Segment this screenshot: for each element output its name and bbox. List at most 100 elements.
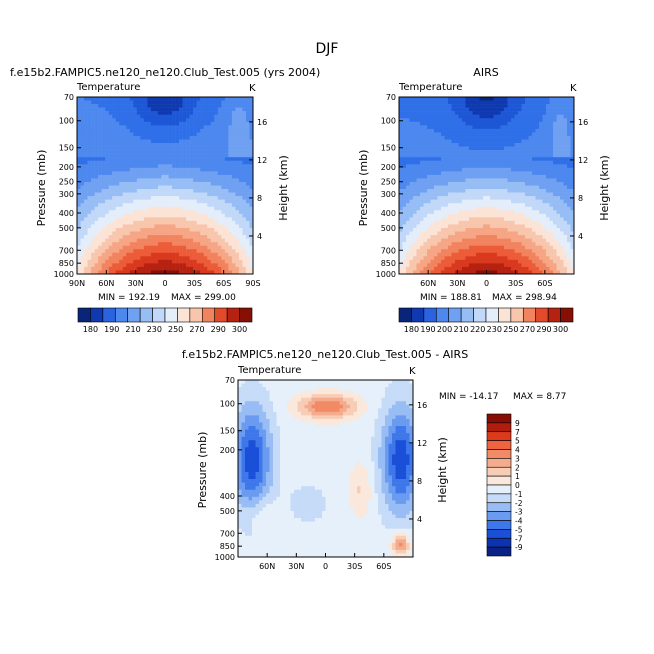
panel-model-field-cell bbox=[231, 199, 236, 204]
panel-model-field-cell bbox=[122, 121, 127, 126]
panel-model-field-cell bbox=[179, 97, 183, 101]
panel-model-field-cell bbox=[80, 135, 85, 140]
panel-model-field-cell bbox=[126, 118, 131, 123]
panel-obs-field-cell bbox=[402, 150, 407, 154]
panel-model-field-cell bbox=[157, 235, 162, 239]
panel-model-field-cell bbox=[126, 174, 131, 179]
panel-model-field-cell bbox=[224, 125, 229, 130]
panel-model-field-cell bbox=[203, 192, 208, 197]
panel-obs-field-cell bbox=[525, 164, 529, 169]
panel-obs-field-cell bbox=[525, 132, 529, 137]
panel-obs-field-cell bbox=[423, 97, 428, 101]
panel-obs-field-cell bbox=[567, 192, 571, 197]
panel-model-field-cell bbox=[161, 111, 166, 115]
panel-obs-field-cell bbox=[413, 135, 417, 140]
panel-model-field-cell bbox=[101, 266, 106, 271]
panel-obs-field-cell bbox=[532, 139, 536, 144]
panel-obs-field-cell bbox=[490, 178, 494, 183]
panel-obs-field-cell bbox=[493, 185, 498, 190]
panel-model-field-cell bbox=[161, 97, 166, 101]
panel-obs-field-cell bbox=[511, 164, 515, 169]
panel-model-field-cell bbox=[189, 150, 194, 154]
panel-obs-field-cell bbox=[553, 189, 557, 193]
panel-model-field-cell bbox=[112, 160, 116, 165]
panel-obs-field-cell bbox=[465, 192, 470, 197]
panel-obs-field-cell bbox=[528, 178, 533, 183]
panel-model-field-cell bbox=[217, 238, 222, 243]
panel-model-field-cell bbox=[189, 224, 194, 229]
panel-model-field-cell bbox=[200, 249, 204, 254]
panel-obs-field-cell bbox=[514, 242, 519, 246]
panel-model-field-cell bbox=[165, 114, 169, 119]
panel-model-field-cell bbox=[150, 249, 155, 254]
panel-model-field-cell bbox=[161, 192, 166, 197]
panel-model-field-cell bbox=[221, 97, 226, 101]
panel-model-field-cell bbox=[221, 206, 226, 211]
panel-model-field-cell bbox=[133, 210, 138, 215]
panel-model-field-cell bbox=[249, 128, 253, 133]
panel-obs-field-cell bbox=[448, 259, 452, 264]
panel-model-field-cell bbox=[119, 231, 124, 236]
panel-model-field-cell bbox=[136, 185, 141, 190]
panel-model-field-cell bbox=[193, 146, 197, 151]
panel-model-field-cell bbox=[143, 114, 148, 119]
panel-model-field-cell bbox=[77, 157, 81, 161]
panel-obs-field-cell bbox=[451, 111, 456, 115]
panel-model-field-cell bbox=[136, 256, 141, 261]
panel-obs-field-cell bbox=[542, 210, 547, 215]
panel-model-field-cell bbox=[175, 206, 180, 211]
panel-model-field-cell bbox=[182, 181, 187, 186]
panel-model-field-cell bbox=[150, 242, 155, 246]
panel-obs-field-cell bbox=[399, 210, 403, 215]
panel-obs-field-cell bbox=[462, 139, 466, 144]
panel-obs-field-cell bbox=[479, 104, 484, 108]
panel-obs-field-cell bbox=[402, 107, 407, 112]
panel-obs-field-cell bbox=[528, 100, 533, 105]
panel-obs-field-cell bbox=[441, 143, 445, 147]
panel-obs-field-cell bbox=[546, 128, 550, 133]
panel-model-field-cell bbox=[179, 157, 183, 161]
panel-obs-field-cell bbox=[560, 213, 564, 218]
panel-model-field-cell bbox=[221, 227, 226, 232]
panel-model-field-cell bbox=[112, 263, 116, 268]
panel-model-field-cell bbox=[214, 263, 219, 268]
panel-model-field-cell bbox=[108, 174, 113, 179]
panel-model-field-cell bbox=[105, 114, 109, 119]
panel-model-field-cell bbox=[228, 263, 233, 268]
panel-model-field-cell bbox=[157, 146, 162, 151]
panel-obs-field-cell bbox=[423, 107, 428, 112]
panel-obs-field-cell bbox=[479, 114, 484, 119]
panel-model-field-cell bbox=[115, 118, 120, 123]
panel-obs-field-cell bbox=[518, 97, 522, 101]
panel-model-field-cell bbox=[168, 178, 173, 183]
panel-model-field-cell bbox=[133, 189, 138, 193]
panel-model-field-cell bbox=[214, 171, 219, 176]
panel-obs-field-cell bbox=[563, 263, 568, 268]
panel-model-field-cell bbox=[182, 206, 187, 211]
panel-obs-field-cell bbox=[465, 135, 470, 140]
panel-model-field-cell bbox=[122, 263, 127, 268]
panel-model-field-cell bbox=[147, 231, 152, 236]
panel-model-field-cell bbox=[80, 146, 85, 151]
panel-obs-field-cell bbox=[521, 167, 526, 172]
panel-model-field-cell bbox=[196, 114, 201, 119]
panel-model-field-cell bbox=[224, 203, 229, 208]
panel-obs-field-cell bbox=[483, 199, 487, 204]
panel-model-field-cell bbox=[249, 189, 253, 193]
panel-obs-field-cell bbox=[518, 178, 522, 183]
panel-obs-field-cell bbox=[483, 252, 487, 257]
panel-obs-field-cell bbox=[472, 231, 477, 236]
panel-model-field-cell bbox=[238, 125, 243, 130]
panel-model-field-cell bbox=[115, 227, 120, 232]
panel-model-field-cell bbox=[108, 185, 113, 190]
panel-model-field-cell bbox=[98, 249, 102, 254]
panel-obs-field-cell bbox=[444, 118, 449, 123]
panel-model-field-cell bbox=[193, 266, 197, 271]
panel-obs-field-cell bbox=[521, 245, 526, 250]
panel-model-field-cell bbox=[221, 259, 226, 264]
panel-model-field-cell bbox=[91, 235, 95, 239]
panel-obs-field-cell bbox=[430, 210, 435, 215]
panel-obs-field-cell bbox=[409, 104, 414, 108]
panel-model-field-cell bbox=[182, 157, 187, 161]
panel-obs-field-cell bbox=[567, 178, 571, 183]
